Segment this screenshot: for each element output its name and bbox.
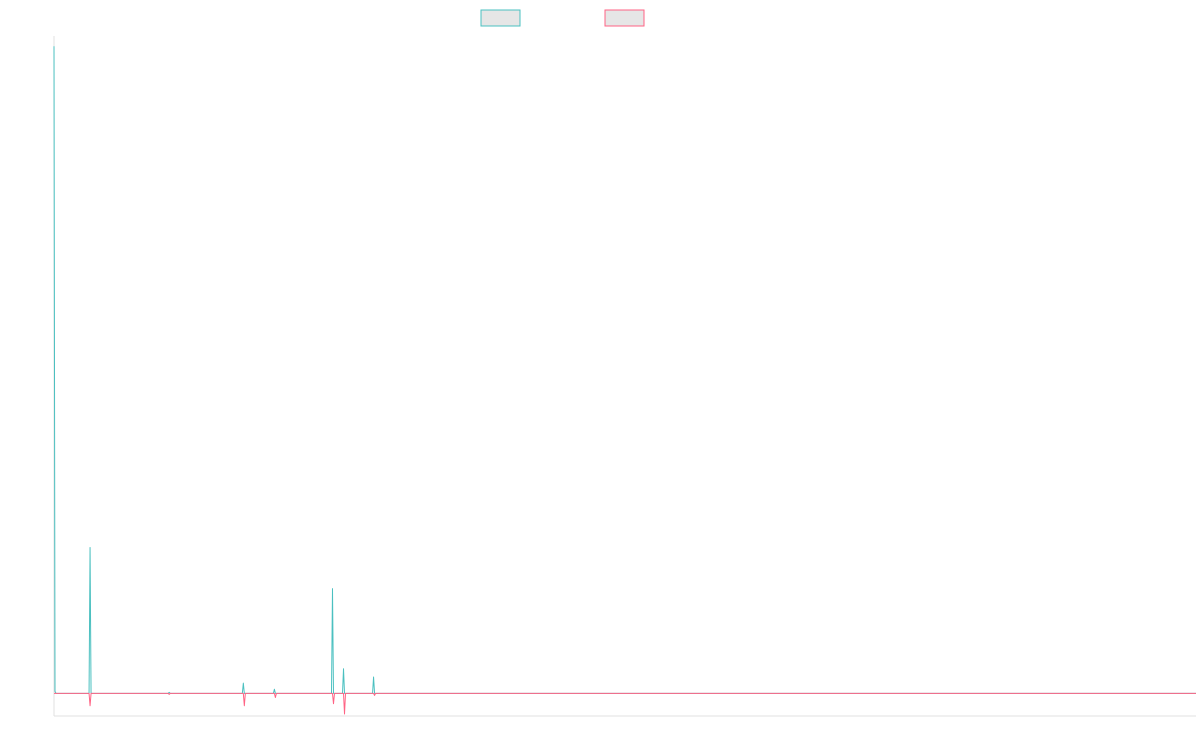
- axes: [53, 36, 1196, 717]
- legend[interactable]: [480, 9, 645, 27]
- series-layer: [53, 46, 1196, 715]
- series-line-1: [53, 46, 1196, 694]
- legend-swatch-1[interactable]: [480, 9, 521, 27]
- series-line-2: [54, 692, 1196, 715]
- legend-swatch-2[interactable]: [604, 9, 645, 27]
